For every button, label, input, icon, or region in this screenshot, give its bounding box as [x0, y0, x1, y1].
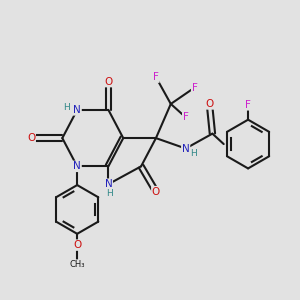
Text: O: O — [104, 76, 112, 87]
Text: F: F — [153, 72, 159, 82]
Text: F: F — [245, 100, 251, 110]
Text: N: N — [104, 179, 112, 189]
Text: O: O — [27, 133, 35, 143]
Text: H: H — [190, 149, 197, 158]
Text: H: H — [106, 189, 113, 198]
Text: O: O — [152, 187, 160, 196]
Text: F: F — [192, 82, 197, 93]
Text: F: F — [183, 112, 189, 122]
Text: O: O — [73, 240, 81, 250]
Text: N: N — [73, 161, 81, 171]
Text: CH₃: CH₃ — [69, 260, 85, 269]
Text: N: N — [182, 143, 190, 154]
Text: N: N — [73, 105, 81, 115]
Text: O: O — [205, 99, 214, 109]
Text: H: H — [63, 103, 70, 112]
